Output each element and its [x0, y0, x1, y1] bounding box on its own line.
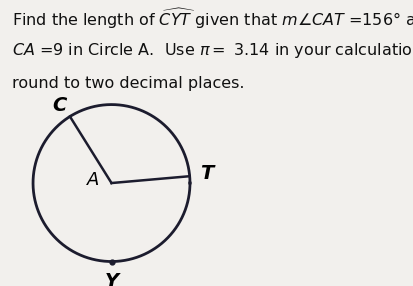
Text: A: A — [87, 171, 99, 189]
Text: Find the length of $\widehat{CYT}$ given that $m\angle CAT$ =156° and: Find the length of $\widehat{CYT}$ given… — [12, 7, 413, 31]
Text: Y: Y — [104, 272, 119, 286]
Text: C: C — [52, 96, 67, 115]
Text: T: T — [199, 164, 213, 183]
Text: $CA$ =9 in Circle A.  Use $\pi =$ 3.14 in your calculation and: $CA$ =9 in Circle A. Use $\pi =$ 3.14 in… — [12, 41, 413, 60]
Text: round to two decimal places.: round to two decimal places. — [12, 76, 245, 91]
